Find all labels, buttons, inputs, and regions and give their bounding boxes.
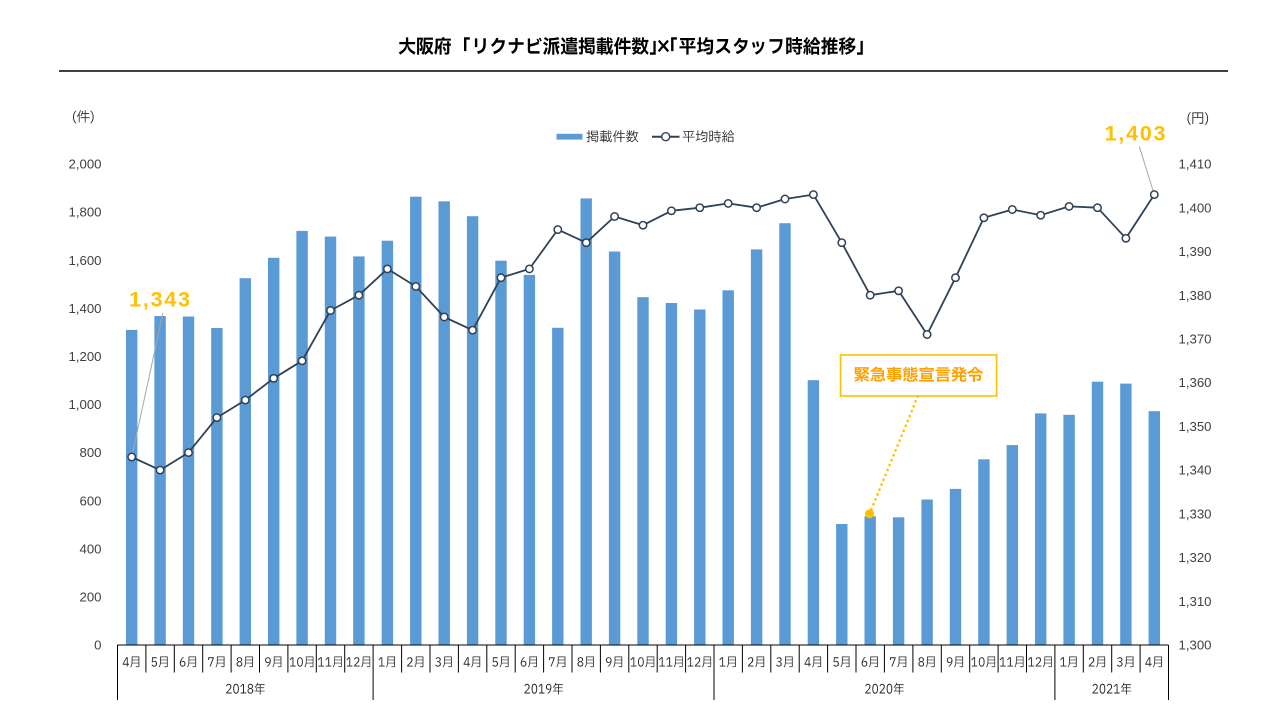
svg-text:200: 200 bbox=[79, 590, 101, 605]
svg-text:1,400: 1,400 bbox=[68, 301, 101, 316]
svg-text:1,370: 1,370 bbox=[1179, 332, 1212, 347]
svg-text:400: 400 bbox=[79, 541, 101, 556]
svg-text:1,300: 1,300 bbox=[1179, 638, 1212, 653]
svg-text:1,343: 1,343 bbox=[129, 288, 192, 312]
svg-text:1,200: 1,200 bbox=[68, 349, 101, 364]
svg-text:0: 0 bbox=[94, 638, 101, 653]
svg-text:1,380: 1,380 bbox=[1179, 288, 1212, 303]
svg-text:1,800: 1,800 bbox=[68, 205, 101, 220]
svg-text:1,400: 1,400 bbox=[1179, 200, 1212, 215]
svg-text:1,310: 1,310 bbox=[1179, 594, 1212, 609]
svg-text:1,350: 1,350 bbox=[1179, 419, 1212, 434]
svg-text:2,000: 2,000 bbox=[68, 157, 101, 172]
svg-text:1,000: 1,000 bbox=[68, 397, 101, 412]
svg-text:1,390: 1,390 bbox=[1179, 244, 1212, 259]
svg-text:1,403: 1,403 bbox=[1105, 122, 1168, 146]
svg-text:1,600: 1,600 bbox=[68, 253, 101, 268]
svg-text:1,340: 1,340 bbox=[1179, 463, 1212, 478]
svg-text:800: 800 bbox=[79, 445, 101, 460]
svg-text:1,410: 1,410 bbox=[1179, 157, 1212, 172]
svg-text:1,360: 1,360 bbox=[1179, 375, 1212, 390]
svg-text:1,320: 1,320 bbox=[1179, 550, 1212, 565]
svg-text:600: 600 bbox=[79, 493, 101, 508]
svg-text:1,330: 1,330 bbox=[1179, 506, 1212, 521]
